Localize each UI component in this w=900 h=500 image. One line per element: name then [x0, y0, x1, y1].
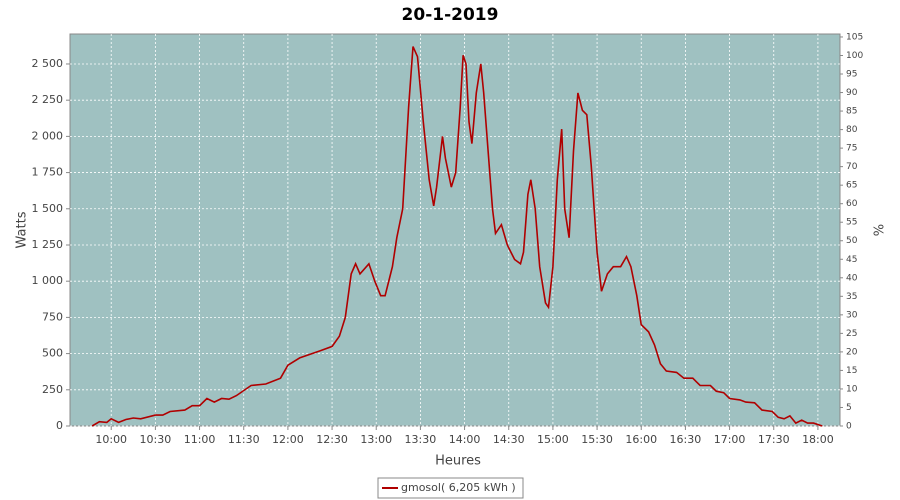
y2-tick-label: 60	[846, 199, 858, 209]
y2-tick-label: 45	[846, 255, 857, 265]
x-tick-label: 12:30	[316, 433, 348, 446]
y2-axis-label: %	[873, 224, 888, 236]
y-tick-label: 1 000	[32, 274, 64, 287]
y2-tick-label: 90	[846, 88, 858, 98]
x-tick-label: 17:00	[714, 433, 746, 446]
legend-box	[377, 477, 524, 499]
y-tick-label: 250	[42, 383, 63, 396]
x-tick-label: 18:00	[802, 433, 834, 446]
x-tick-label: 11:30	[228, 433, 260, 446]
x-tick-label: 14:30	[493, 433, 525, 446]
y-tick-label: 1 500	[32, 202, 64, 215]
y-tick-label: 1 250	[32, 238, 64, 251]
x-tick-label: 17:30	[758, 433, 790, 446]
x-tick-label: 12:00	[272, 433, 304, 446]
y2-tick-label: 30	[846, 310, 858, 320]
y2-tick-label: 65	[846, 181, 857, 191]
x-tick-label: 13:30	[405, 433, 437, 446]
y-axis-label: Watts	[15, 211, 30, 248]
y2-tick-label: 25	[846, 329, 857, 339]
y2-tick-label: 55	[846, 218, 857, 228]
y2-tick-label: 35	[846, 292, 857, 302]
x-axis-label: Heures	[435, 454, 481, 469]
y2-tick-label: 0	[846, 422, 852, 432]
x-tick-label: 11:00	[184, 433, 216, 446]
x-tick-label: 13:00	[360, 433, 392, 446]
y2-tick-label: 95	[846, 70, 857, 80]
plot-area	[69, 33, 841, 427]
chart-title: 20-1-2019	[402, 5, 499, 25]
y2-tick-label: 85	[846, 107, 857, 117]
y2-tick-label: 40	[846, 273, 858, 283]
y-tick-label: 0	[56, 419, 63, 432]
y2-tick-label: 80	[846, 125, 858, 135]
x-tick-label: 15:30	[581, 433, 613, 446]
y2-tick-label: 10	[846, 384, 858, 394]
y-tick-label: 2 500	[32, 57, 64, 70]
x-tick-label: 14:00	[449, 433, 481, 446]
y2-tick-label: 20	[846, 347, 858, 357]
x-tick-label: 16:30	[670, 433, 702, 446]
y-tick-label: 500	[42, 347, 63, 360]
x-tick-label: 16:00	[625, 433, 657, 446]
x-tick-label: 10:00	[95, 433, 127, 446]
y-tick-label: 750	[42, 310, 63, 323]
y-tick-label: 2 000	[32, 129, 64, 142]
y2-tick-label: 50	[846, 236, 858, 246]
x-tick-label: 10:30	[140, 433, 172, 446]
y-tick-label: 1 750	[32, 166, 64, 179]
y2-tick-label: 15	[846, 366, 857, 376]
y-tick-label: 2 250	[32, 93, 64, 106]
y2-tick-label: 70	[846, 162, 858, 172]
x-tick-label: 15:00	[537, 433, 569, 446]
y2-tick-label: 100	[846, 51, 863, 61]
y2-tick-label: 5	[846, 403, 852, 413]
legend-label: gmosol( 6,205 kWh )	[401, 481, 516, 494]
y2-tick-label: 105	[846, 32, 863, 42]
series-line	[91, 46, 823, 427]
y2-tick-label: 75	[846, 144, 857, 154]
